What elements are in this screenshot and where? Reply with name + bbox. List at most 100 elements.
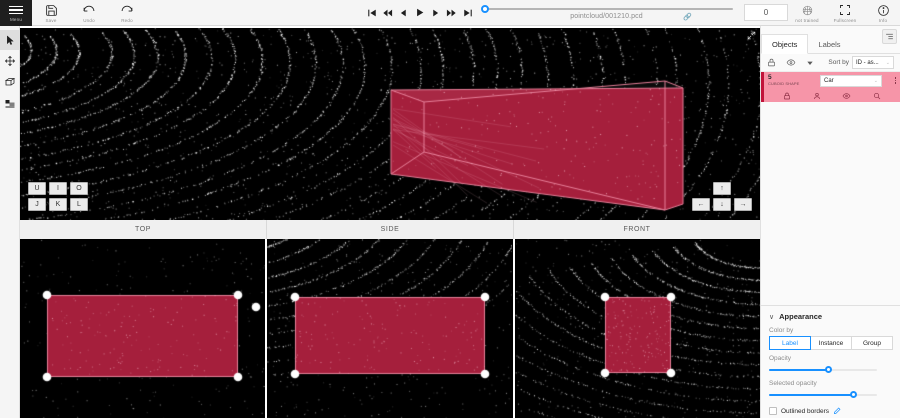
occluded-object-icon[interactable] — [873, 92, 881, 100]
key-u[interactable]: U — [28, 182, 46, 195]
opacity-label: Opacity — [769, 355, 792, 362]
color-by-group-button[interactable]: Group — [851, 336, 893, 350]
panel-list-icon[interactable] — [882, 29, 897, 44]
arrow-up-key[interactable]: ↑ — [713, 182, 731, 195]
fullscreen-label: Fullscreen — [833, 17, 857, 23]
key-l[interactable]: L — [70, 198, 88, 211]
kebab-menu-icon[interactable] — [894, 77, 896, 84]
redo-button[interactable]: Redo — [108, 0, 146, 26]
view-label-side: SIDE — [267, 220, 514, 239]
outlined-borders-label: Outlined borders — [781, 407, 830, 415]
frame-slider-track[interactable] — [485, 8, 733, 10]
top-toolbar: Menu Save Undo Redo — [0, 0, 900, 26]
side-view[interactable] — [267, 239, 513, 418]
collapse-all-chevron-down-icon[interactable] — [806, 59, 814, 67]
perspective-canvas[interactable] — [20, 28, 760, 220]
left-tool-sidebar — [0, 26, 20, 418]
frame-number-input[interactable] — [744, 4, 788, 21]
expand-icon[interactable] — [747, 31, 756, 42]
right-panel: Objects Labels Sort by ID - as... ⌄ — [760, 26, 900, 418]
back-jump-button[interactable] — [380, 0, 395, 26]
pin-object-icon[interactable] — [813, 92, 821, 100]
appearance-header[interactable]: ∨ Appearance — [769, 312, 893, 321]
frame-slider-handle[interactable] — [481, 5, 489, 13]
hide-all-icon[interactable] — [786, 58, 796, 67]
not-trained-label: not trained — [795, 17, 819, 23]
outlined-borders-checkbox[interactable] — [769, 407, 777, 415]
arrow-row-top: ↑ — [713, 182, 731, 195]
hide-object-icon[interactable] — [842, 92, 851, 100]
chevron-down-icon: ⌄ — [885, 59, 890, 66]
tab-objects[interactable]: Objects — [761, 34, 809, 54]
rotation-keypad: U I O J K L — [28, 182, 88, 214]
last-frame-button[interactable] — [460, 0, 475, 26]
link-icon[interactable]: 🔗 — [683, 14, 692, 21]
keypad-row-top: U I O — [28, 182, 88, 195]
sort-by-value: ID - as... — [856, 59, 879, 66]
opacity-slider-handle[interactable] — [824, 366, 832, 373]
previous-frame-button[interactable] — [396, 0, 411, 26]
arrow-down-key[interactable]: ↓ — [713, 198, 731, 211]
tool-merge[interactable] — [0, 93, 20, 113]
front-view[interactable] — [514, 239, 760, 418]
appearance-title: Appearance — [779, 312, 823, 321]
sort-by-label: Sort by — [828, 59, 849, 66]
key-k[interactable]: K — [49, 198, 67, 211]
fullscreen-button[interactable]: Fullscreen — [826, 0, 864, 26]
tool-draw-cuboid[interactable] — [0, 72, 20, 92]
undo-button[interactable]: Undo — [70, 0, 108, 26]
info-button[interactable]: Info — [864, 0, 900, 26]
arrow-row-bottom: ← ↓ → — [692, 198, 752, 211]
front-view-canvas[interactable] — [514, 239, 760, 418]
appearance-panel: ∨ Appearance Color by Label Instance Gro… — [761, 305, 900, 418]
menu-button[interactable]: Menu — [0, 0, 32, 26]
undo-icon — [82, 4, 96, 17]
opacity-slider-fill — [769, 369, 829, 371]
arrow-right-key[interactable]: → — [734, 198, 752, 211]
color-by-group: Label Instance Group — [769, 336, 893, 350]
next-frame-button[interactable] — [428, 0, 443, 26]
chevron-down-icon: ⌄ — [873, 77, 878, 84]
sort-by-select[interactable]: ID - as... ⌄ — [852, 56, 894, 69]
play-button[interactable] — [412, 0, 427, 26]
tab-labels[interactable]: Labels — [818, 39, 841, 49]
top-view[interactable] — [20, 239, 266, 418]
pen-icon[interactable] — [833, 407, 841, 415]
fullscreen-icon — [839, 4, 851, 17]
object-id-block: 5 CUBOID SHAPE — [768, 75, 820, 86]
key-i[interactable]: I — [49, 182, 67, 195]
tool-move[interactable] — [0, 51, 20, 71]
tool-cursor[interactable] — [0, 30, 20, 50]
object-label-value: Car — [824, 77, 834, 84]
selected-opacity-slider-handle[interactable] — [849, 391, 857, 398]
key-j[interactable]: J — [28, 198, 46, 211]
color-by-instance-button[interactable]: Instance — [810, 336, 852, 350]
selected-opacity-slider[interactable] — [769, 389, 893, 401]
filename-label: pointcloud/001210.pcd — [570, 13, 643, 20]
view-label-strip: TOP SIDE FRONT — [20, 220, 760, 239]
arrow-left-key[interactable]: ← — [692, 198, 710, 211]
object-label-select[interactable]: Car ⌄ — [820, 74, 882, 87]
forward-jump-button[interactable] — [444, 0, 459, 26]
object-list-item[interactable]: 5 CUBOID SHAPE Car ⌄ — [761, 72, 900, 102]
info-label: Info — [878, 17, 888, 23]
view-label-front: FRONT — [623, 226, 651, 233]
lock-object-icon[interactable] — [783, 92, 791, 100]
top-view-canvas[interactable] — [20, 239, 265, 418]
opacity-slider[interactable] — [769, 364, 893, 376]
side-view-canvas[interactable] — [267, 239, 513, 418]
chevron-down-icon: ∨ — [769, 313, 775, 321]
lock-all-icon[interactable] — [767, 58, 776, 67]
perspective-view[interactable]: U I O J K L ↑ ← ↓ → — [20, 28, 760, 220]
save-button[interactable]: Save — [32, 0, 70, 26]
panel-tabs: Objects Labels — [761, 34, 900, 54]
undo-label: Undo — [83, 17, 95, 23]
redo-icon — [120, 4, 134, 17]
save-label: Save — [45, 17, 57, 23]
first-frame-button[interactable] — [364, 0, 379, 26]
hamburger-icon — [9, 4, 23, 17]
frame-slider[interactable]: pointcloud/001210.pcd 🔗 — [479, 0, 734, 26]
not-trained-button[interactable]: not trained — [788, 0, 826, 26]
color-by-label-button[interactable]: Label — [769, 336, 811, 350]
key-o[interactable]: O — [70, 182, 88, 195]
